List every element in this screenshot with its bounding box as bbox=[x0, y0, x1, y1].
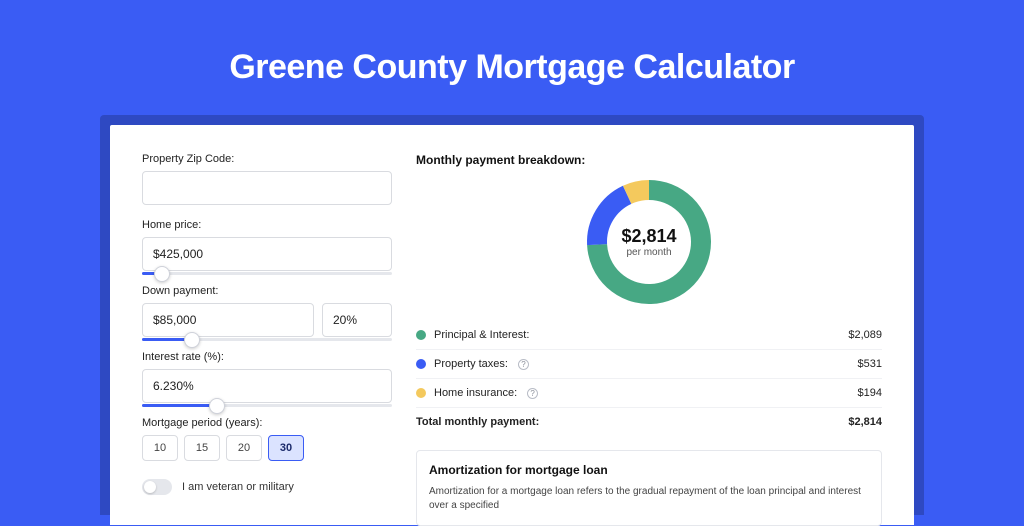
donut-chart: $2,814 per month bbox=[416, 177, 882, 307]
rate-slider[interactable] bbox=[142, 404, 392, 407]
rate-group: Interest rate (%): bbox=[142, 351, 392, 403]
period-label: Mortgage period (years): bbox=[142, 417, 392, 429]
total-label: Total monthly payment: bbox=[416, 416, 539, 428]
breakdown-panel: Monthly payment breakdown: $2,814 per mo… bbox=[416, 153, 882, 525]
veteran-toggle[interactable] bbox=[142, 479, 172, 495]
legend-value: $531 bbox=[858, 358, 882, 370]
legend-label: Home insurance: bbox=[434, 387, 517, 399]
amortization-body: Amortization for a mortgage loan refers … bbox=[429, 485, 869, 513]
legend-total-row: Total monthly payment: $2,814 bbox=[416, 407, 882, 436]
legend-value: $2,089 bbox=[848, 329, 882, 341]
legend-row: Property taxes: ? $531 bbox=[416, 349, 882, 378]
amortization-title: Amortization for mortgage loan bbox=[429, 463, 869, 477]
price-slider-thumb[interactable] bbox=[154, 266, 170, 282]
info-icon[interactable]: ? bbox=[527, 388, 538, 399]
zip-group: Property Zip Code: bbox=[142, 153, 392, 205]
price-slider[interactable] bbox=[142, 272, 392, 275]
legend-dot bbox=[416, 330, 426, 340]
down-pct-input[interactable] bbox=[322, 303, 392, 337]
legend-dot bbox=[416, 388, 426, 398]
period-group: Mortgage period (years): 10152030 bbox=[142, 417, 392, 461]
legend-label: Property taxes: bbox=[434, 358, 508, 370]
amortization-box: Amortization for mortgage loan Amortizat… bbox=[416, 450, 882, 526]
zip-input[interactable] bbox=[142, 171, 392, 205]
calculator-card: Property Zip Code: Home price: Down paym… bbox=[110, 125, 914, 525]
period-btn-30[interactable]: 30 bbox=[268, 435, 304, 461]
breakdown-title: Monthly payment breakdown: bbox=[416, 153, 882, 167]
veteran-label: I am veteran or military bbox=[182, 481, 294, 493]
down-slider-thumb[interactable] bbox=[184, 332, 200, 348]
rate-slider-thumb[interactable] bbox=[209, 398, 225, 414]
donut-amount: $2,814 bbox=[621, 226, 676, 247]
legend-row: Principal & Interest: $2,089 bbox=[416, 321, 882, 349]
period-btn-15[interactable]: 15 bbox=[184, 435, 220, 461]
down-group: Down payment: bbox=[142, 285, 392, 337]
legend-value: $194 bbox=[858, 387, 882, 399]
info-icon[interactable]: ? bbox=[518, 359, 529, 370]
card-backdrop: Property Zip Code: Home price: Down paym… bbox=[100, 115, 924, 515]
price-group: Home price: bbox=[142, 219, 392, 271]
down-amount-input[interactable] bbox=[142, 303, 314, 337]
legend-row: Home insurance: ? $194 bbox=[416, 378, 882, 407]
rate-input[interactable] bbox=[142, 369, 392, 403]
zip-label: Property Zip Code: bbox=[142, 153, 392, 165]
form-panel: Property Zip Code: Home price: Down paym… bbox=[142, 153, 392, 525]
down-label: Down payment: bbox=[142, 285, 392, 297]
price-label: Home price: bbox=[142, 219, 392, 231]
total-value: $2,814 bbox=[848, 416, 882, 428]
veteran-row: I am veteran or military bbox=[142, 479, 392, 495]
price-input[interactable] bbox=[142, 237, 392, 271]
period-btn-20[interactable]: 20 bbox=[226, 435, 262, 461]
legend-dot bbox=[416, 359, 426, 369]
donut-sublabel: per month bbox=[626, 247, 671, 258]
legend-label: Principal & Interest: bbox=[434, 329, 529, 341]
rate-label: Interest rate (%): bbox=[142, 351, 392, 363]
down-slider[interactable] bbox=[142, 338, 392, 341]
period-btn-10[interactable]: 10 bbox=[142, 435, 178, 461]
page-title: Greene County Mortgage Calculator bbox=[229, 48, 794, 87]
